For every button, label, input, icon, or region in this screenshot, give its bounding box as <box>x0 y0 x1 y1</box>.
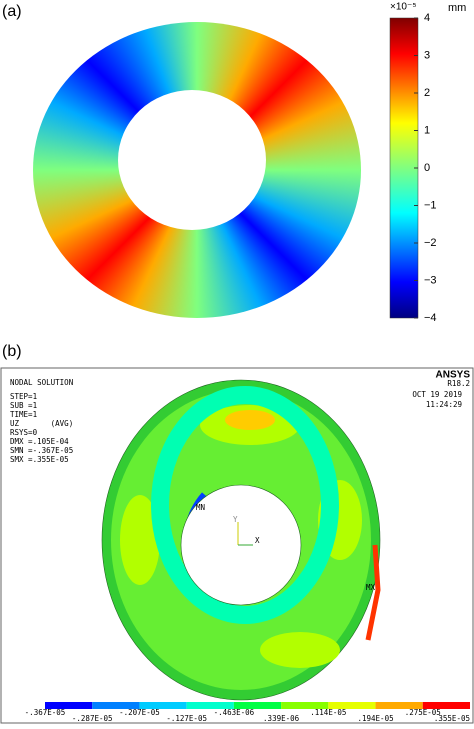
axis-label: X <box>255 536 260 545</box>
colorbar-tick-label: −1 <box>424 199 437 211</box>
colorbar-tick-label: −3 <box>424 274 437 286</box>
min-marker: MN <box>196 503 205 512</box>
time: 11:24:29 <box>426 400 462 409</box>
brand: ANSYS <box>436 370 471 381</box>
colorbar-tick-label: 0 <box>424 162 430 174</box>
legend-label: -.367E-05 <box>25 708 66 717</box>
legend-swatch <box>186 702 234 709</box>
max-marker: MX <box>366 583 376 592</box>
colorbar-unit: mm <box>448 2 466 14</box>
legend-swatch <box>139 702 187 709</box>
legend-label: .275E-05 <box>405 708 441 717</box>
colorbar <box>389 17 419 319</box>
legend-swatch <box>375 702 423 709</box>
legend-swatch <box>422 702 470 709</box>
contour-plot <box>101 379 381 701</box>
legend-label: -.207E-05 <box>119 708 160 717</box>
header-line: UZ (AVG) <box>10 419 73 428</box>
panel-label: (b) <box>2 343 22 360</box>
legend-swatch <box>92 702 140 709</box>
header-line: SMN =-.367E-05 <box>10 446 73 455</box>
legend-label: -.287E-05 <box>72 714 113 723</box>
version: R18.2 <box>447 379 470 388</box>
colorbar-tick-label: −4 <box>424 312 437 324</box>
header-line: DMX =.105E-04 <box>10 437 69 446</box>
legend-label: -.463E-06 <box>214 708 255 717</box>
legend-label: .355E-05 <box>434 714 470 723</box>
legend-swatch <box>328 702 376 709</box>
header-line: SMX =.355E-05 <box>10 455 69 464</box>
legend-label: .114E-05 <box>310 708 346 717</box>
colorbar-tick-label: −2 <box>424 237 437 249</box>
legend-swatch <box>45 702 93 709</box>
legend-swatch <box>281 702 329 709</box>
panel-label: (a) <box>2 3 22 20</box>
axis-label: Y <box>233 515 238 524</box>
colorbar-tick-label: 3 <box>424 49 430 61</box>
colorbar-tick-label: 2 <box>424 87 430 99</box>
legend-label: .339E-06 <box>263 714 300 723</box>
header-line: SUB =1 <box>10 401 37 410</box>
legend-label: .194E-05 <box>357 714 393 723</box>
legend-label: -.127E-05 <box>166 714 207 723</box>
header-line: STEP=1 <box>10 392 37 401</box>
colorbar-tick-label: 1 <box>424 124 430 136</box>
ring <box>30 20 365 320</box>
header-line: TIME=1 <box>10 410 37 419</box>
header-line: RSYS=0 <box>10 428 38 437</box>
legend-swatch <box>233 702 282 709</box>
colorbar-tick-label: 4 <box>424 12 430 24</box>
colorbar-exponent: ×10⁻⁵ <box>390 2 416 13</box>
colorbar-ticks: 4 3 2 1 0 −1 −2 −3 −4 <box>414 12 437 324</box>
header-line: NODAL SOLUTION <box>10 378 73 387</box>
date: OCT 19 2019 <box>412 390 462 399</box>
legend: -.367E-05 -.287E-05 -.207E-05 -.127E-05 -.46… <box>25 702 470 723</box>
